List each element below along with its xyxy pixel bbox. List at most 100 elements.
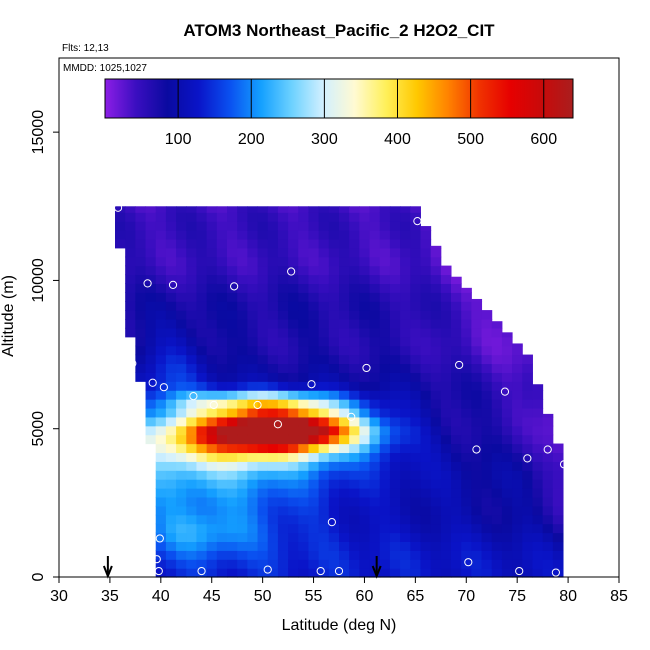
- heatmap-cell: [481, 318, 493, 329]
- heatmap-cell: [461, 461, 472, 471]
- heatmap-cell: [379, 541, 391, 551]
- heatmap-cell: [328, 345, 340, 356]
- heatmap-cell: [512, 390, 523, 400]
- heatmap-cell: [237, 505, 248, 516]
- heatmap-cell: [227, 523, 238, 534]
- heatmap-cell: [339, 523, 350, 534]
- heatmap-cell: [532, 568, 544, 578]
- heatmap-cell: [257, 247, 269, 258]
- heatmap-cell: [257, 265, 269, 276]
- heatmap-cell: [400, 416, 411, 427]
- heatmap-cell: [247, 443, 259, 454]
- heatmap-cell: [288, 523, 299, 534]
- heatmap-cell: [288, 345, 299, 356]
- heatmap-cell: [461, 523, 472, 534]
- heatmap-cell: [257, 496, 269, 507]
- heatmap-cell: [145, 310, 157, 320]
- heatmap-cell: [318, 292, 330, 302]
- x-tick-label: 30: [50, 588, 68, 605]
- observation-point: [362, 363, 371, 373]
- heatmap-cell: [196, 292, 208, 302]
- heatmap-cell: [461, 550, 472, 560]
- heatmap-cell: [328, 390, 340, 400]
- heatmap-cell: [216, 372, 228, 382]
- heatmap-cell: [481, 363, 493, 373]
- heatmap-cell: [318, 327, 330, 338]
- heatmap-cell: [308, 318, 320, 329]
- heatmap-cell: [379, 407, 391, 418]
- heatmap-cell: [420, 226, 432, 231]
- heatmap-cell: [186, 327, 197, 338]
- heatmap-cell: [369, 505, 381, 516]
- colorbar-tick-label: 200: [238, 131, 265, 148]
- heatmap-cell: [461, 559, 472, 569]
- heatmap-cell: [339, 345, 350, 356]
- heatmap-cell: [522, 541, 533, 551]
- heatmap-cell: [491, 390, 503, 400]
- heatmap-cell: [440, 434, 452, 445]
- heatmap-cell: [328, 327, 340, 338]
- heatmap-cell: [359, 301, 371, 311]
- observation-points: [113, 203, 569, 577]
- heatmap-cell: [471, 514, 483, 525]
- heatmap-cell: [451, 452, 462, 462]
- heatmap-cell: [440, 532, 452, 543]
- heatmap-cell: [165, 452, 177, 462]
- heatmap-cell: [267, 523, 279, 534]
- heatmap-cell: [206, 336, 218, 347]
- heatmap-cell: [349, 407, 360, 418]
- heatmap-cell: [277, 407, 289, 418]
- heatmap-cell: [349, 372, 360, 382]
- heatmap-cell: [552, 452, 564, 462]
- heatmap-cell: [471, 532, 483, 543]
- heatmap-cell: [186, 363, 197, 373]
- heatmap-cell: [288, 212, 299, 222]
- heatmap-cell: [318, 505, 330, 516]
- heatmap-cell: [359, 238, 371, 249]
- heatmap-cell: [206, 470, 218, 480]
- heatmap-cell: [359, 390, 371, 400]
- heatmap-cell: [481, 470, 493, 480]
- heatmap-cell: [349, 247, 360, 258]
- heatmap-cell: [206, 532, 218, 543]
- heatmap-cell: [440, 318, 452, 329]
- heatmap-cell: [410, 381, 421, 391]
- heatmap-cell: [206, 310, 218, 320]
- heatmap-cell: [196, 283, 208, 293]
- heatmap-cell: [461, 390, 472, 400]
- heatmap-cell: [339, 407, 350, 418]
- observation-point: [152, 555, 161, 564]
- heatmap-cell: [267, 327, 279, 338]
- heatmap-cell: [420, 247, 432, 258]
- heatmap-cell: [277, 470, 289, 480]
- heatmap-cell: [542, 452, 554, 462]
- heatmap-cell: [308, 425, 320, 436]
- heatmap-cell: [135, 292, 147, 302]
- heatmap-cell: [298, 292, 309, 302]
- heatmap-cell: [328, 470, 340, 480]
- heatmap-cell: [165, 488, 177, 498]
- heatmap-cell: [379, 390, 391, 400]
- heatmap-cell: [471, 443, 483, 454]
- heatmap-cell: [339, 354, 350, 365]
- heatmap-cell: [237, 407, 248, 418]
- heatmap-cell: [186, 206, 197, 213]
- heatmap-cell: [257, 399, 269, 409]
- heatmap-cell: [542, 488, 554, 498]
- heatmap-cell: [491, 532, 503, 543]
- heatmap-cell: [196, 372, 208, 382]
- heatmap-cell: [339, 336, 350, 347]
- heatmap-cell: [339, 470, 350, 480]
- heatmap-cell: [481, 345, 493, 356]
- heatmap-cell: [461, 505, 472, 516]
- heatmap-cell: [389, 256, 401, 267]
- heatmap-cell: [267, 399, 279, 409]
- heatmap-cell: [369, 336, 381, 347]
- heatmap-cell: [389, 425, 401, 436]
- heatmap-cell: [420, 381, 432, 391]
- heatmap-cell: [389, 470, 401, 480]
- heatmap-cell: [339, 292, 350, 302]
- heatmap-cell: [532, 416, 544, 427]
- heatmap-cell: [471, 559, 483, 569]
- heatmap-cell: [379, 488, 391, 498]
